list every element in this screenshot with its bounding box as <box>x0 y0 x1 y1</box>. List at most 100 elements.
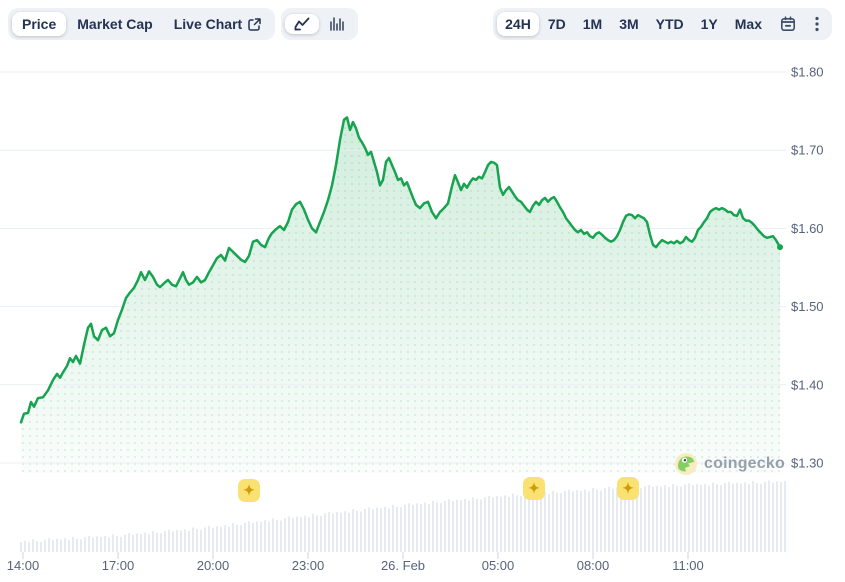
volume-bar <box>316 515 318 552</box>
volume-bar <box>780 482 782 552</box>
tab-price[interactable]: Price <box>12 12 67 36</box>
volume-bar <box>324 513 326 552</box>
bar-chart-icon <box>330 17 344 31</box>
volume-bar <box>536 492 538 552</box>
chart-toolbar: Price Market Cap Live Chart <box>0 8 845 40</box>
volume-bar <box>60 539 62 552</box>
volume-bar <box>236 524 238 552</box>
event-sparkle-icon[interactable]: ✦ <box>523 477 545 500</box>
volume-bar <box>620 488 622 552</box>
x-axis-label: 11:00 <box>672 558 704 573</box>
volume-bar <box>188 530 190 552</box>
volume-bar <box>600 490 602 552</box>
price-line-end-dot <box>777 244 783 251</box>
volume-bar <box>100 537 102 552</box>
range-24h[interactable]: 24H <box>497 12 539 36</box>
volume-bar <box>380 508 382 552</box>
coingecko-logo-icon <box>675 453 697 475</box>
volume-bar <box>88 535 90 552</box>
volume-bar <box>588 491 590 552</box>
volume-bar <box>464 498 466 552</box>
volume-bar <box>32 539 34 552</box>
volume-bar <box>508 496 510 552</box>
chart-plot-area[interactable] <box>0 55 786 552</box>
volume-bar <box>128 533 130 552</box>
volume-bar <box>468 500 470 552</box>
y-axis-label: $1.30 <box>791 456 824 471</box>
volume-bar <box>384 506 386 552</box>
volume-bar <box>632 485 634 552</box>
volume-bar <box>36 541 38 552</box>
tab-market-cap[interactable]: Market Cap <box>67 12 162 36</box>
volume-bar <box>164 531 166 552</box>
volume-bar <box>388 508 390 552</box>
volume-bar <box>540 493 542 552</box>
calendar-button[interactable] <box>771 13 805 35</box>
x-axis-label: 26. Feb <box>381 558 425 573</box>
volume-bar <box>64 538 66 552</box>
x-axis-label: 08:00 <box>577 558 610 573</box>
calendar-icon <box>780 16 795 31</box>
volume-bar <box>240 525 242 552</box>
volume-bar <box>348 512 350 552</box>
volume-bar <box>424 502 426 552</box>
volume-bar <box>328 511 330 552</box>
range-1m[interactable]: 1M <box>575 12 610 36</box>
volume-bar <box>292 518 294 552</box>
x-axis-label: 23:00 <box>292 558 325 573</box>
volume-bar <box>452 501 454 552</box>
volume-bar <box>456 499 458 552</box>
volume-bar <box>740 483 742 552</box>
event-sparkle-icon[interactable]: ✦ <box>617 477 639 500</box>
range-max[interactable]: Max <box>727 12 770 36</box>
volume-bar <box>748 484 750 552</box>
volume-bar <box>52 540 54 552</box>
volume-bar <box>84 537 86 552</box>
event-sparkle-icon[interactable]: ✦ <box>238 479 260 502</box>
more-options-button[interactable] <box>806 13 828 35</box>
tab-live-chart[interactable]: Live Chart <box>164 12 271 36</box>
range-tabs: 24H 7D 1M 3M YTD 1Y Max <box>493 8 832 40</box>
volume-bar <box>296 516 298 552</box>
watermark-text: coingecko <box>704 455 785 472</box>
volume-bar <box>564 490 566 552</box>
volume-bar <box>660 486 662 552</box>
volume-bar <box>736 482 738 552</box>
volume-bar <box>204 527 206 552</box>
volume-bar <box>772 482 774 552</box>
line-chart-button[interactable] <box>285 14 320 34</box>
volume-bar <box>344 511 346 552</box>
volume-bar <box>720 485 722 552</box>
volume-bar <box>152 531 154 552</box>
volume-bar <box>756 482 758 552</box>
volume-bar <box>396 506 398 552</box>
volume-bar <box>224 525 226 552</box>
volume-bar <box>136 533 138 552</box>
volume-bar <box>140 534 142 552</box>
range-ytd[interactable]: YTD <box>648 12 692 36</box>
volume-bar <box>24 540 26 552</box>
volume-bar <box>484 497 486 552</box>
volume-bar <box>752 481 754 552</box>
volume-bar <box>176 529 178 552</box>
x-axis-label: 17:00 <box>102 558 135 573</box>
volume-bar <box>432 500 434 552</box>
range-3m[interactable]: 3M <box>611 12 646 36</box>
volume-bar <box>584 489 586 552</box>
y-axis-label: $1.60 <box>791 221 824 236</box>
volume-bar <box>68 540 70 552</box>
volume-bar <box>644 486 646 552</box>
volume-bar <box>628 488 630 552</box>
bar-chart-button[interactable] <box>320 14 354 34</box>
y-axis-label: $1.50 <box>791 299 824 314</box>
volume-bar <box>680 486 682 552</box>
volume-bar <box>496 496 498 552</box>
volume-bar <box>460 500 462 552</box>
range-7d[interactable]: 7D <box>540 12 574 36</box>
volume-bar <box>272 518 274 552</box>
tab-live-chart-label: Live Chart <box>173 16 243 32</box>
volume-bar <box>196 529 198 552</box>
volume-bar <box>712 482 714 552</box>
range-1y[interactable]: 1Y <box>693 12 726 36</box>
volume-bar <box>732 483 734 552</box>
